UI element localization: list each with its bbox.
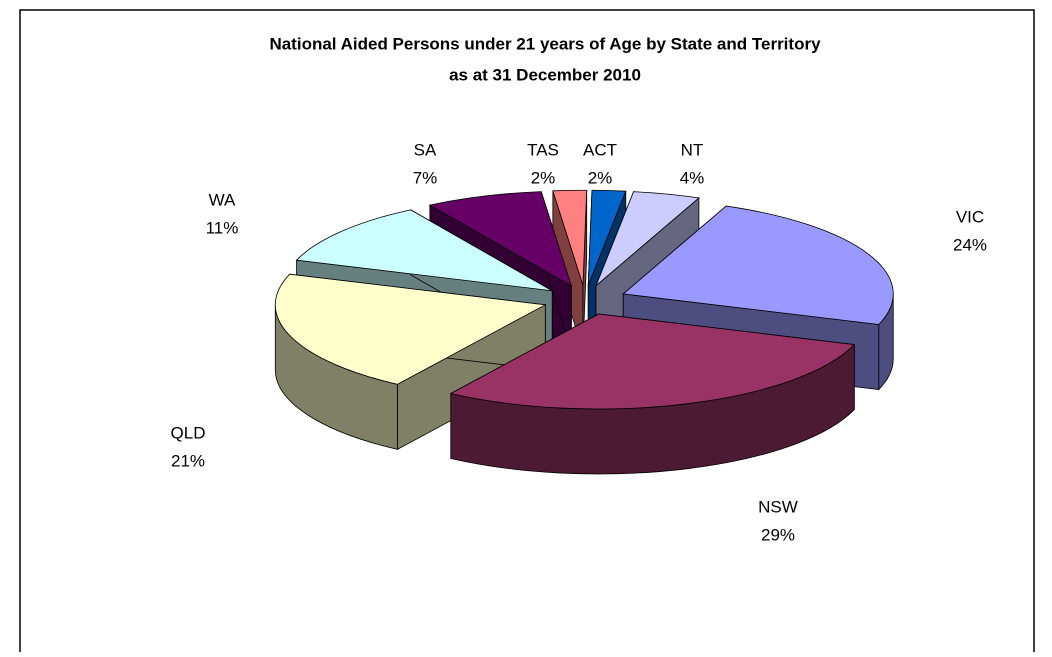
slice [552, 189, 588, 286]
chart-title: National Aided Persons under 21 years of… [269, 34, 821, 53]
slice [449, 313, 856, 410]
slice [622, 205, 894, 325]
slice [595, 191, 700, 287]
value-label: 11% [206, 218, 239, 237]
slice-label: TAS [527, 140, 559, 159]
value-label: 24% [953, 235, 987, 254]
slice-label: SA [414, 140, 437, 159]
chart-subtitle: as at 31 December 2010 [449, 65, 641, 84]
slice [295, 209, 553, 292]
value-label: 7% [413, 168, 438, 187]
slice-group [449, 313, 856, 475]
value-label: 2% [531, 168, 556, 187]
slice [428, 191, 573, 287]
value-label: 4% [680, 168, 705, 187]
slice-label: NSW [758, 497, 798, 516]
value-label: 21% [171, 451, 205, 470]
slice-label: NT [681, 140, 704, 159]
slice-label: QLD [171, 423, 206, 442]
slice [274, 273, 547, 385]
slice-group [274, 273, 547, 450]
value-label: 29% [761, 525, 795, 544]
slice-label: VIC [956, 207, 984, 226]
value-label: 2% [588, 168, 613, 187]
pie [274, 189, 894, 475]
slice-label: ACT [583, 140, 617, 159]
slice-label: WA [209, 190, 236, 209]
slice [587, 189, 627, 286]
